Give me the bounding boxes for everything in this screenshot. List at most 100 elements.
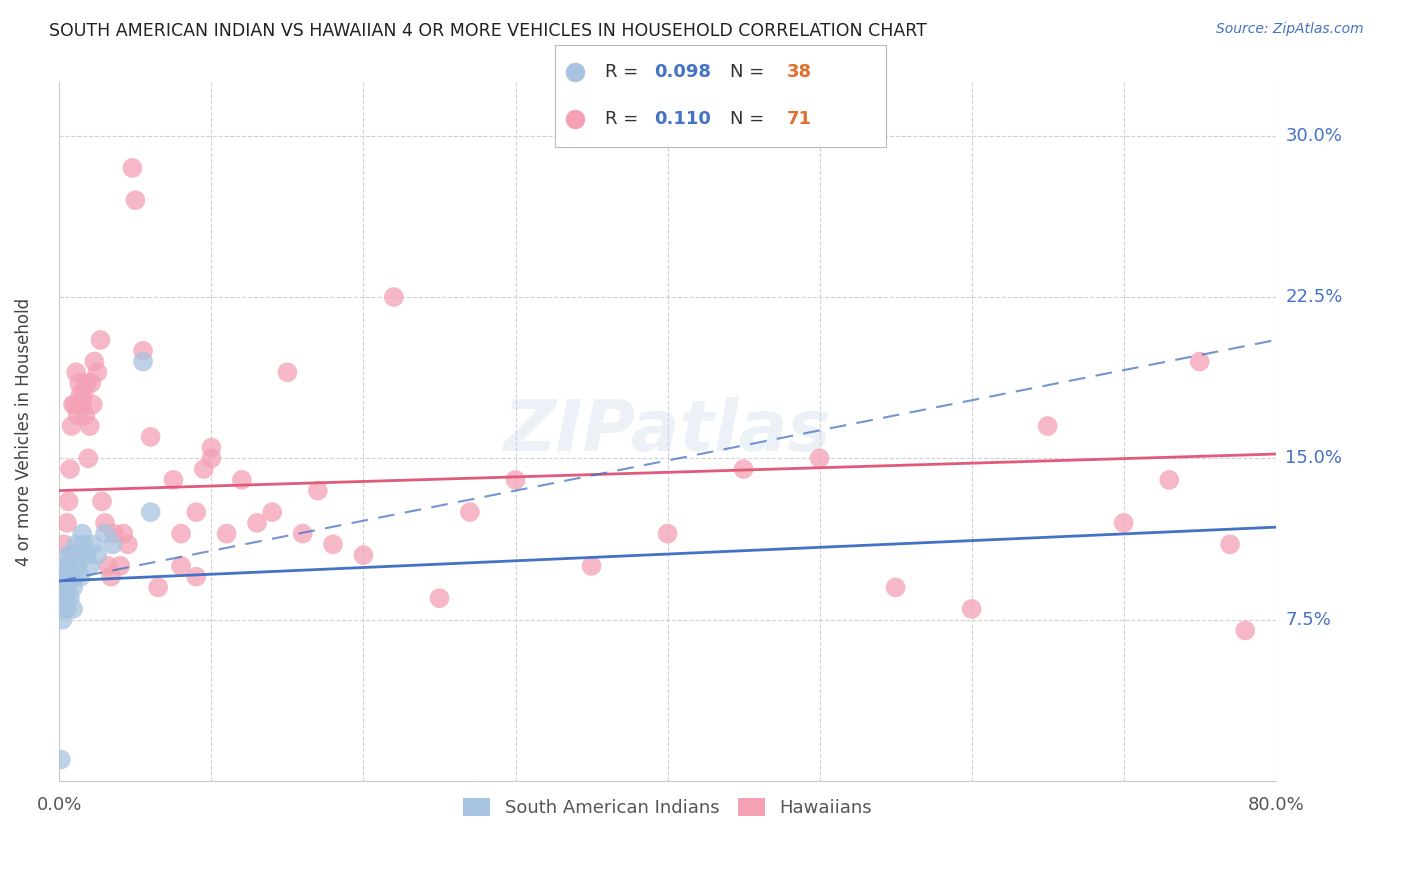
Point	[76, 548, 98, 562]
Point	[97, 558, 120, 573]
Point	[100, 569, 122, 583]
Point	[58, 494, 80, 508]
Point	[58, 569, 80, 583]
Point	[62, 602, 84, 616]
Point	[63, 548, 86, 562]
Point	[56, 602, 79, 616]
Point	[246, 516, 269, 530]
Point	[94, 526, 117, 541]
Text: 15.0%: 15.0%	[1285, 450, 1343, 467]
Point	[1159, 473, 1181, 487]
Point	[51, 613, 73, 627]
Point	[1219, 537, 1241, 551]
Point	[69, 569, 91, 583]
Point	[132, 354, 155, 368]
Point	[170, 526, 193, 541]
Point	[733, 462, 755, 476]
Point	[82, 398, 104, 412]
Point	[67, 376, 90, 390]
Point	[63, 569, 86, 583]
Text: 80.0%: 80.0%	[1247, 797, 1305, 814]
Point	[49, 752, 72, 766]
Point	[91, 494, 114, 508]
Text: SOUTH AMERICAN INDIAN VS HAWAIIAN 4 OR MORE VEHICLES IN HOUSEHOLD CORRELATION CH: SOUTH AMERICAN INDIAN VS HAWAIIAN 4 OR M…	[49, 22, 927, 40]
Point	[262, 505, 284, 519]
Point	[70, 398, 93, 412]
Point	[382, 290, 405, 304]
Text: N =: N =	[731, 63, 770, 81]
Point	[65, 365, 87, 379]
Point	[108, 558, 131, 573]
Point	[291, 526, 314, 541]
Point	[124, 193, 146, 207]
Point	[58, 558, 80, 573]
Point	[1188, 354, 1211, 368]
Point	[82, 537, 104, 551]
Point	[353, 548, 375, 562]
Text: ZIPatlas: ZIPatlas	[503, 397, 831, 466]
Point	[101, 537, 124, 551]
Point	[884, 581, 907, 595]
Point	[67, 548, 90, 562]
Point	[139, 505, 162, 519]
Point	[65, 558, 87, 573]
Point	[1036, 419, 1059, 434]
Point	[121, 161, 143, 175]
Point	[112, 526, 135, 541]
Legend: South American Indians, Hawaiians: South American Indians, Hawaiians	[456, 790, 879, 824]
Point	[657, 526, 679, 541]
Point	[59, 462, 82, 476]
Text: 7.5%: 7.5%	[1285, 611, 1331, 629]
Point	[59, 591, 82, 606]
Point	[76, 376, 98, 390]
Point	[52, 569, 75, 583]
Point	[73, 537, 96, 551]
Text: 71: 71	[787, 111, 811, 128]
Text: 38: 38	[787, 63, 811, 81]
Point	[83, 354, 105, 368]
Point	[79, 419, 101, 434]
Point	[89, 333, 111, 347]
Text: R =: R =	[605, 63, 644, 81]
Point	[162, 473, 184, 487]
Text: 22.5%: 22.5%	[1285, 288, 1343, 306]
Point	[70, 526, 93, 541]
Point	[60, 548, 83, 562]
Point	[103, 526, 125, 541]
Text: R =: R =	[605, 111, 650, 128]
Point	[322, 537, 344, 551]
Point	[1112, 516, 1135, 530]
Point	[55, 591, 77, 606]
Point	[808, 451, 831, 466]
Point	[79, 558, 101, 573]
Point	[51, 591, 73, 606]
Point	[56, 558, 79, 573]
Text: 0.0%: 0.0%	[37, 797, 82, 814]
Point	[77, 451, 100, 466]
Point	[58, 548, 80, 562]
Point	[170, 558, 193, 573]
Point	[215, 526, 238, 541]
Point	[581, 558, 603, 573]
Point	[65, 537, 87, 551]
Point	[139, 430, 162, 444]
Point	[193, 462, 215, 476]
Point	[52, 581, 75, 595]
Text: 0.110: 0.110	[654, 111, 711, 128]
Point	[80, 376, 103, 390]
Point	[86, 548, 108, 562]
Point	[117, 537, 139, 551]
Point	[458, 505, 481, 519]
Text: 30.0%: 30.0%	[1285, 127, 1343, 145]
Point	[62, 581, 84, 595]
Point	[429, 591, 451, 606]
Point	[62, 398, 84, 412]
Point	[132, 343, 155, 358]
Y-axis label: 4 or more Vehicles in Household: 4 or more Vehicles in Household	[15, 297, 32, 566]
Point	[58, 558, 80, 573]
Point	[186, 569, 208, 583]
Point	[51, 581, 73, 595]
Point	[52, 537, 75, 551]
Point	[52, 602, 75, 616]
Point	[63, 398, 86, 412]
